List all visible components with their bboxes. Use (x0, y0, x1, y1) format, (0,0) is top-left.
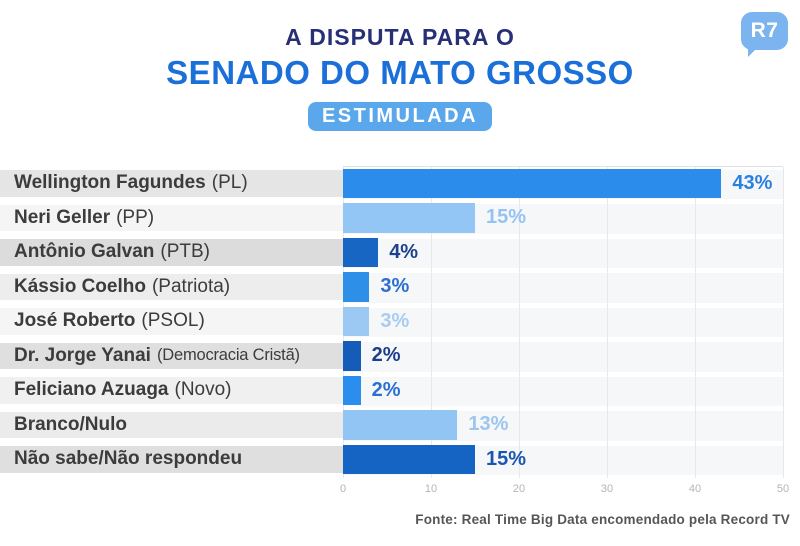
bar (343, 444, 475, 474)
candidate-label-cell: Feliciano Azuaga (Novo) (0, 373, 343, 408)
bar-cell: 15% (343, 201, 783, 236)
chart-row: Não sabe/Não respondeu 15% (0, 442, 783, 477)
value-label: 15% (486, 447, 527, 470)
candidate-party: (Novo) (174, 379, 232, 401)
header: A DISPUTA PARA O SENADO DO MATO GROSSO E… (0, 24, 800, 131)
source-note: Fonte: Real Time Big Data encomendado pe… (415, 512, 790, 527)
candidate-party: (Patriota) (151, 275, 231, 297)
page-title-kicker: A DISPUTA PARA O (285, 24, 515, 50)
candidate-label-stripe: Wellington Fagundes (PL) (0, 170, 343, 197)
chart-row: Feliciano Azuaga (Novo) 2% (0, 373, 783, 408)
plot-row-band (343, 238, 783, 268)
bar (343, 272, 370, 302)
bar (343, 306, 370, 336)
plot-row-band (343, 273, 783, 303)
chart-row: Wellington Fagundes (PL) 43% (0, 166, 783, 201)
plot-row-band (343, 342, 783, 372)
candidate-name: José Roberto (14, 310, 136, 332)
gridline (606, 167, 608, 478)
plot-row-band (343, 307, 783, 337)
gridline (518, 167, 520, 478)
candidate-name: Kássio Coelho (14, 275, 146, 297)
bar-cell: 2% (343, 339, 783, 374)
x-tick-label: 30 (600, 483, 614, 495)
bar-cell: 2% (343, 373, 783, 408)
bar (343, 237, 379, 267)
page-title: SENADO DO MATO GROSSO (166, 54, 634, 91)
x-tick-label: 0 (339, 483, 347, 495)
candidate-name: Feliciano Azuaga (14, 379, 169, 401)
candidate-name: Neri Geller (14, 206, 111, 228)
candidate-name: Wellington Fagundes (14, 172, 206, 194)
chart-row: Dr. Jorge Yanai (Democracia Cristã) 2% (0, 339, 783, 374)
x-tick-label: 20 (512, 483, 526, 495)
bar-chart: Wellington Fagundes (PL) 43% Neri Geller… (0, 166, 800, 511)
bar-cell: 15% (343, 442, 783, 477)
bar-cell: 3% (343, 270, 783, 305)
value-label: 3% (380, 309, 410, 332)
r7-logo-text: R7 (750, 19, 779, 42)
subtitle-badge: ESTIMULADA (307, 102, 493, 131)
candidate-name: Não sabe/Não respondeu (14, 448, 243, 470)
candidate-label-cell: Wellington Fagundes (PL) (0, 166, 343, 201)
candidate-name: Dr. Jorge Yanai (14, 344, 151, 366)
chart-row: Neri Geller (PP) 15% (0, 201, 783, 236)
candidate-label-cell: Neri Geller (PP) (0, 201, 343, 236)
bar-cell: 4% (343, 235, 783, 270)
candidate-label-stripe: Branco/Nulo (0, 411, 343, 438)
gridline (782, 167, 784, 478)
chart-rows: Wellington Fagundes (PL) 43% Neri Geller… (0, 166, 783, 477)
candidate-label-stripe: Não sabe/Não respondeu (0, 446, 343, 473)
chart-row: José Roberto (PSOL) 3% (0, 304, 783, 339)
candidate-label-stripe: José Roberto (PSOL) (0, 308, 343, 335)
gridline (694, 167, 696, 478)
candidate-party: (PSOL) (141, 310, 205, 332)
candidate-label-stripe: Antônio Galvan (PTB) (0, 239, 343, 266)
plot-row-band (343, 376, 783, 406)
bar-cell: 3% (343, 304, 783, 339)
candidate-party: (Democracia Cristã) (156, 346, 300, 365)
candidate-label-cell: Antônio Galvan (PTB) (0, 235, 343, 270)
candidate-label-stripe: Feliciano Azuaga (Novo) (0, 377, 343, 404)
chart-row: Antônio Galvan (PTB) 4% (0, 235, 783, 270)
candidate-name: Branco/Nulo (14, 413, 127, 435)
bar (343, 203, 475, 233)
candidate-party: (PTB) (160, 241, 211, 263)
value-label: 13% (468, 413, 509, 436)
candidate-label-cell: Não sabe/Não respondeu (0, 442, 343, 477)
candidate-label-stripe: Dr. Jorge Yanai (Democracia Cristã) (0, 342, 343, 369)
value-label: 3% (380, 275, 410, 298)
x-tick-label: 40 (688, 483, 702, 495)
candidate-label-stripe: Kássio Coelho (Patriota) (0, 273, 343, 300)
chart-row: Kássio Coelho (Patriota) 3% (0, 270, 783, 305)
candidate-name: Antônio Galvan (14, 241, 155, 263)
chart-row: Branco/Nulo 13% (0, 408, 783, 443)
value-label: 2% (371, 378, 401, 401)
r7-logo: R7 (741, 12, 788, 57)
gridline (430, 167, 432, 478)
bar (343, 410, 458, 440)
x-tick-label: 10 (424, 483, 438, 495)
x-tick-label: 50 (776, 483, 790, 495)
candidate-party: (PL) (211, 172, 248, 194)
bar-cell: 43% (343, 166, 783, 201)
candidate-party: (PP) (116, 206, 155, 228)
bar (343, 375, 361, 405)
value-label: 15% (486, 206, 527, 229)
value-label: 43% (732, 171, 773, 194)
candidate-label-cell: Dr. Jorge Yanai (Democracia Cristã) (0, 339, 343, 374)
candidate-label-cell: José Roberto (PSOL) (0, 304, 343, 339)
bar (343, 168, 722, 198)
x-axis: 0 10 20 30 40 50 (339, 483, 789, 499)
value-label: 2% (371, 344, 401, 367)
candidate-label-cell: Kássio Coelho (Patriota) (0, 270, 343, 305)
candidate-label-stripe: Neri Geller (PP) (0, 204, 343, 231)
candidate-label-cell: Branco/Nulo (0, 408, 343, 443)
bar-cell: 13% (343, 408, 783, 443)
value-label: 4% (389, 240, 419, 263)
bar (343, 341, 361, 371)
